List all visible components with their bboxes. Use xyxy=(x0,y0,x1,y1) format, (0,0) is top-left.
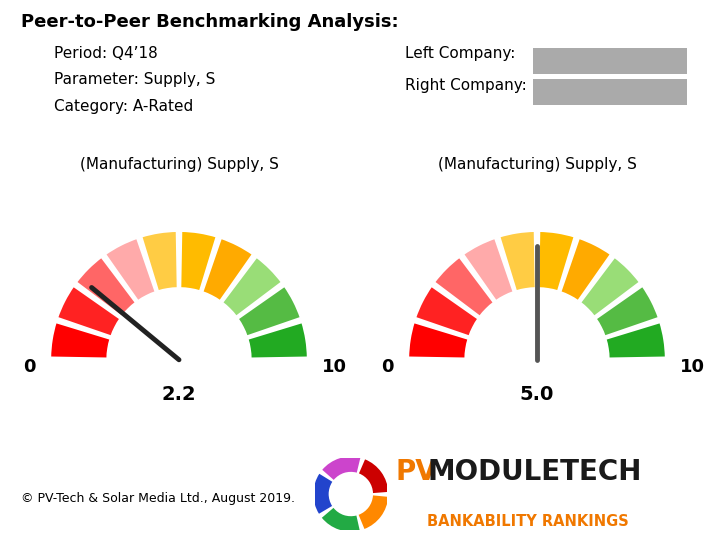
Text: 5.0: 5.0 xyxy=(520,384,554,404)
Wedge shape xyxy=(499,231,536,291)
Text: 10: 10 xyxy=(322,358,347,376)
Text: Period: Q4’18: Period: Q4’18 xyxy=(54,46,158,61)
Text: 0: 0 xyxy=(24,358,36,376)
Text: Right Company:: Right Company: xyxy=(405,78,526,93)
Wedge shape xyxy=(248,322,308,359)
Wedge shape xyxy=(561,238,611,301)
Wedge shape xyxy=(76,257,136,317)
Wedge shape xyxy=(105,238,155,301)
Bar xyxy=(533,48,687,74)
Wedge shape xyxy=(580,257,640,317)
Wedge shape xyxy=(434,257,494,317)
Wedge shape xyxy=(408,322,468,359)
Text: 10: 10 xyxy=(680,358,705,376)
Wedge shape xyxy=(141,231,178,291)
Wedge shape xyxy=(596,286,659,337)
Wedge shape xyxy=(222,257,282,317)
Circle shape xyxy=(333,476,369,512)
Text: 2.2: 2.2 xyxy=(162,384,196,404)
Text: 0: 0 xyxy=(382,358,394,376)
Text: Category: A-Rated: Category: A-Rated xyxy=(54,99,193,114)
Wedge shape xyxy=(180,231,217,291)
Text: (Manufacturing) Supply, S: (Manufacturing) Supply, S xyxy=(79,157,279,172)
Wedge shape xyxy=(57,286,120,337)
Text: Left Company:: Left Company: xyxy=(405,46,515,61)
Wedge shape xyxy=(538,231,575,291)
Wedge shape xyxy=(238,286,301,337)
Wedge shape xyxy=(50,322,110,359)
Wedge shape xyxy=(415,286,478,337)
Text: MODULETECH: MODULETECH xyxy=(427,458,642,486)
Text: Parameter: Supply, S: Parameter: Supply, S xyxy=(54,72,215,88)
Wedge shape xyxy=(463,238,513,301)
Wedge shape xyxy=(203,238,253,301)
Wedge shape xyxy=(606,322,666,359)
Text: © PV-Tech & Solar Media Ltd., August 2019.: © PV-Tech & Solar Media Ltd., August 201… xyxy=(21,492,296,505)
Text: PV: PV xyxy=(396,458,437,486)
Bar xyxy=(533,79,687,105)
Text: BANKABILITY RANKINGS: BANKABILITY RANKINGS xyxy=(427,514,629,529)
Text: Peer-to-Peer Benchmarking Analysis:: Peer-to-Peer Benchmarking Analysis: xyxy=(21,13,399,32)
Text: (Manufacturing) Supply, S: (Manufacturing) Supply, S xyxy=(437,157,637,172)
